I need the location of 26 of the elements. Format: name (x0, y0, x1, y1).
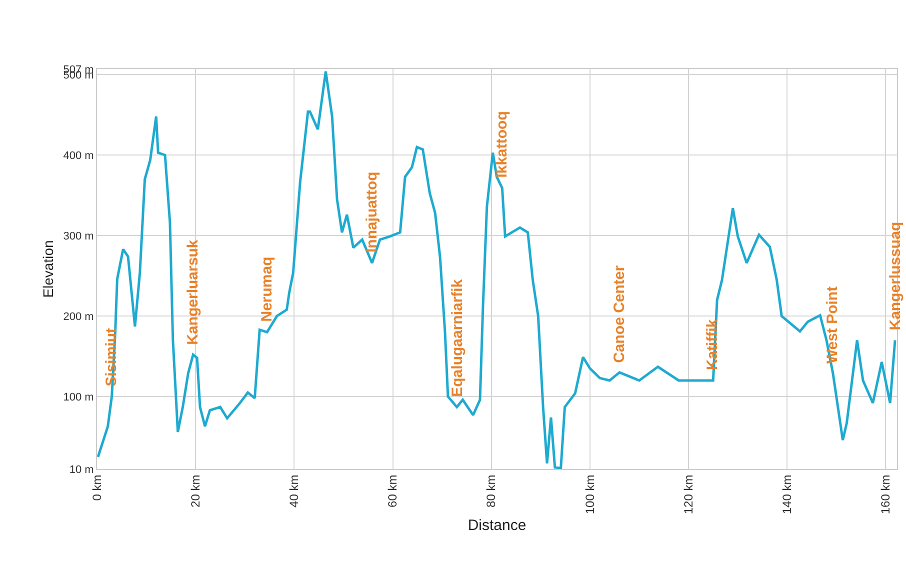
x-tick-label: 60 km (386, 474, 400, 508)
x-tick-label: 120 km (681, 474, 696, 514)
x-tick-label: 160 km (878, 474, 893, 514)
annotation: Canoe Center (611, 265, 628, 363)
x-axis-title: Distance (468, 517, 526, 534)
annotation: Sisimiut (103, 328, 120, 386)
x-tick-label: 20 km (188, 474, 202, 508)
x-tick-label: 100 km (582, 474, 597, 514)
y-tick-label: 200 m (63, 310, 94, 323)
annotation: Innajuattoq (364, 172, 381, 253)
y-tick-label: 100 m (63, 391, 94, 404)
y-tick-label: 300 m (63, 230, 94, 242)
annotation: Eqalugaarniarfik (448, 278, 466, 397)
y-tick-label: 400 m (63, 150, 94, 162)
y-tick-label: 10 m (69, 464, 94, 476)
x-tick-label: 140 km (780, 474, 794, 514)
annotation: Nerumaq (258, 256, 276, 322)
x-tick-label: 40 km (287, 474, 302, 508)
annotation: West Point (824, 286, 842, 364)
x-tick-label: 80 km (484, 474, 498, 508)
annotation: Katiffik (704, 318, 722, 370)
annotation: Kangerlussuaq (886, 222, 904, 330)
annotation: Ikkattooq (494, 111, 511, 178)
y-axis-title: Elevation (40, 240, 56, 298)
annotation: Kangerluarsuk (184, 239, 202, 345)
x-tick-label: 0 km (90, 474, 104, 501)
